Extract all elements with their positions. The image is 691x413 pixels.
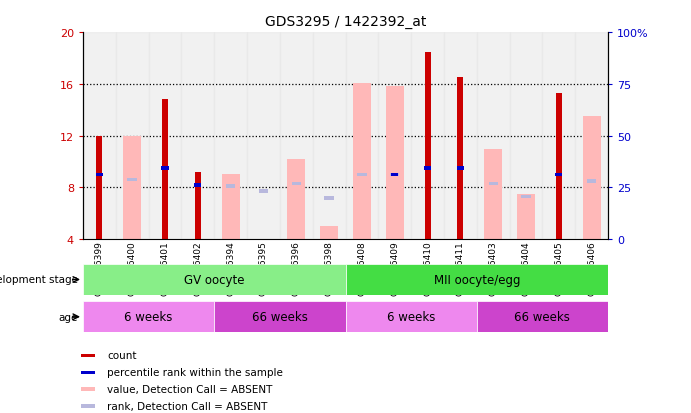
Text: 6 weeks: 6 weeks — [387, 311, 435, 323]
Bar — [424, 167, 431, 171]
Bar — [222, 175, 240, 240]
Text: GV oocyte: GV oocyte — [184, 273, 245, 286]
Bar — [280, 33, 312, 240]
Bar — [477, 301, 608, 332]
Text: 6 weeks: 6 weeks — [124, 311, 173, 323]
Bar — [444, 33, 477, 240]
Bar — [292, 182, 301, 186]
Bar — [127, 178, 137, 182]
Text: 66 weeks: 66 weeks — [252, 311, 307, 323]
Bar — [162, 100, 168, 240]
Bar — [96, 136, 102, 240]
Bar — [116, 33, 149, 240]
Title: GDS3295 / 1422392_at: GDS3295 / 1422392_at — [265, 15, 426, 29]
Bar — [583, 117, 600, 240]
Bar — [324, 197, 334, 200]
Text: count: count — [107, 351, 137, 361]
Bar — [162, 167, 169, 171]
Text: 66 weeks: 66 weeks — [515, 311, 570, 323]
Bar — [587, 180, 596, 183]
Bar — [123, 136, 141, 240]
Bar — [457, 167, 464, 171]
Text: value, Detection Call = ABSENT: value, Detection Call = ABSENT — [107, 384, 273, 394]
Bar — [424, 52, 430, 240]
Bar — [489, 182, 498, 186]
Bar — [81, 387, 95, 391]
Bar — [287, 159, 305, 240]
Bar — [357, 173, 367, 177]
Bar — [390, 173, 399, 177]
Bar — [510, 33, 542, 240]
Bar — [83, 264, 346, 295]
Text: MII oocyte/egg: MII oocyte/egg — [433, 273, 520, 286]
Bar — [346, 33, 379, 240]
Bar — [83, 301, 214, 332]
Bar — [346, 301, 477, 332]
Text: percentile rank within the sample: percentile rank within the sample — [107, 367, 283, 377]
Bar — [521, 195, 531, 199]
Bar — [81, 404, 95, 408]
Bar — [346, 264, 608, 295]
Bar — [556, 173, 562, 177]
Bar — [258, 190, 268, 194]
Bar — [247, 33, 280, 240]
Bar — [214, 33, 247, 240]
Bar — [484, 149, 502, 240]
Bar — [81, 371, 95, 374]
Bar — [411, 33, 444, 240]
Bar — [576, 33, 608, 240]
Bar — [194, 183, 201, 187]
Text: development stage: development stage — [0, 275, 77, 285]
Bar — [181, 33, 214, 240]
Bar — [320, 227, 338, 240]
Bar — [353, 83, 371, 240]
Text: age: age — [58, 312, 77, 322]
Text: rank, Detection Call = ABSENT: rank, Detection Call = ABSENT — [107, 401, 267, 411]
Bar — [214, 301, 346, 332]
Bar — [226, 185, 236, 188]
Bar — [457, 78, 464, 240]
Bar — [96, 173, 103, 177]
Bar — [312, 33, 346, 240]
Bar — [195, 173, 201, 240]
Bar — [386, 87, 404, 240]
Bar — [477, 33, 510, 240]
Bar — [83, 33, 116, 240]
Bar — [379, 33, 411, 240]
Bar — [149, 33, 182, 240]
Bar — [81, 354, 95, 357]
Bar — [517, 195, 535, 240]
Bar — [542, 33, 575, 240]
Bar — [391, 173, 398, 177]
Bar — [556, 94, 562, 240]
